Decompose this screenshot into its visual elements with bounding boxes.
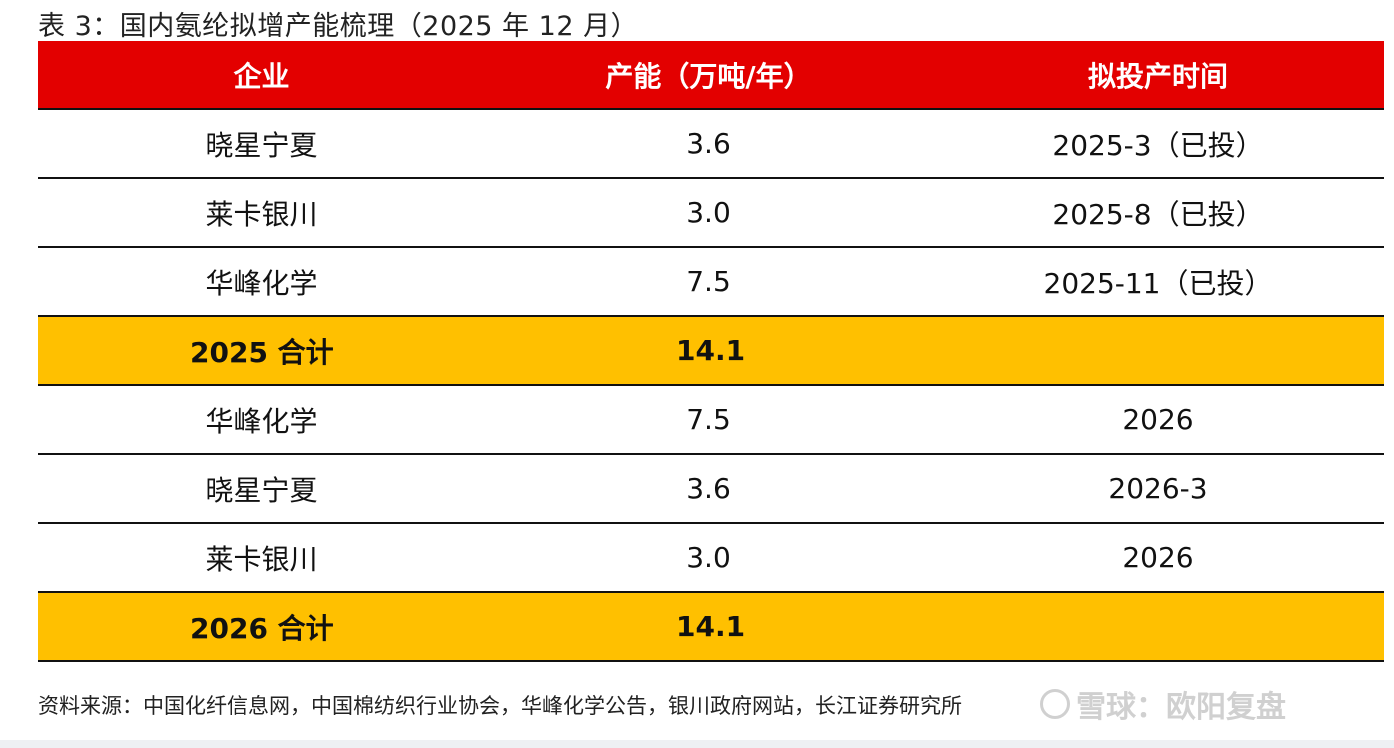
header-capacity: 产能（万吨/年） (605, 59, 812, 93)
snowball-logo-icon (1040, 689, 1070, 719)
company-cell: 华峰化学 (205, 266, 318, 300)
company-cell: 莱卡银川 (205, 542, 318, 576)
table-row: 莱卡银川 3.0 2025-8（已投） (38, 179, 1384, 248)
capacity-cell: 3.6 (686, 127, 731, 160)
capacity-cell: 3.0 (686, 196, 731, 229)
time-cell: 2025-8（已投） (1052, 197, 1264, 231)
total-label: 2025 合计 (190, 335, 334, 369)
capacity-cell: 3.0 (686, 541, 731, 574)
bottom-bar (0, 740, 1394, 748)
watermark: 雪球：欧阳复盘 (1040, 682, 1286, 726)
time-cell: 2026 (1122, 541, 1194, 574)
table-row: 晓星宁夏 3.6 2026-3 (38, 455, 1384, 524)
time-cell: 2025-11（已投） (1043, 266, 1273, 300)
company-cell: 晓星宁夏 (205, 128, 318, 162)
capacity-cell: 7.5 (686, 265, 731, 298)
company-cell: 晓星宁夏 (205, 473, 318, 507)
company-cell: 华峰化学 (205, 404, 318, 438)
header-company: 企业 (233, 59, 290, 93)
source-note: 资料来源：中国化纤信息网，中国棉纺织行业协会，华峰化学公告，银川政府网站，长江证… (38, 694, 962, 718)
capacity-cell: 3.6 (686, 472, 731, 505)
table-row: 华峰化学 7.5 2026 (38, 386, 1384, 455)
table-header-row: 企业 产能（万吨/年） 拟投产时间 (38, 41, 1384, 110)
header-time: 拟投产时间 (1087, 59, 1228, 93)
table-row: 莱卡银川 3.0 2026 (38, 524, 1384, 593)
table-row: 晓星宁夏 3.6 2025-3（已投） (38, 110, 1384, 179)
total-capacity: 14.1 (676, 610, 746, 643)
total-row-2026: 2026 合计 14.1 (38, 593, 1384, 662)
capacity-cell: 7.5 (686, 403, 731, 436)
table-title: 表 3：国内氨纶拟增产能梳理（2025 年 12 月） (38, 11, 639, 42)
time-cell: 2026 (1122, 403, 1194, 436)
time-cell: 2026-3 (1108, 472, 1208, 505)
total-row-2025: 2025 合计 14.1 (38, 317, 1384, 386)
watermark-text: 雪球：欧阳复盘 (1076, 690, 1286, 725)
total-label: 2026 合计 (190, 611, 334, 645)
capacity-table: 企业 产能（万吨/年） 拟投产时间 晓星宁夏 3.6 2025-3（已投） 莱卡… (38, 41, 1384, 662)
table-row: 华峰化学 7.5 2025-11（已投） (38, 248, 1384, 317)
time-cell: 2025-3（已投） (1052, 128, 1264, 162)
company-cell: 莱卡银川 (205, 197, 318, 231)
total-capacity: 14.1 (676, 334, 746, 367)
